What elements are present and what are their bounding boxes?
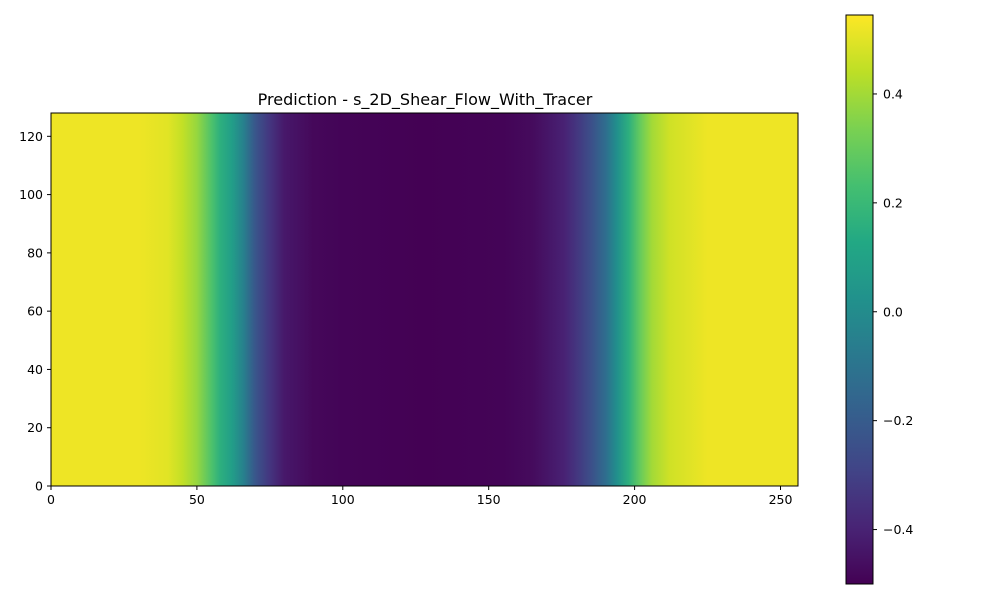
y-tick-label: 120 <box>19 129 43 144</box>
x-tick-label: 100 <box>331 492 355 507</box>
y-tick-label: 20 <box>27 420 43 435</box>
x-tick-label: 200 <box>623 492 647 507</box>
colorbar-frame <box>845 14 874 585</box>
x-tick-label: 150 <box>477 492 501 507</box>
y-tick-label: 80 <box>27 245 43 260</box>
colorbar-axis: −0.4 −0.2 0.0 0.2 0.4 <box>873 86 913 537</box>
heatmap-plot-area <box>50 112 799 487</box>
x-axis: 0 50 100 150 200 250 <box>47 486 792 507</box>
x-tick-label: 250 <box>769 492 793 507</box>
y-tick-label: 100 <box>19 187 43 202</box>
colorbar-gradient <box>846 15 873 584</box>
chart-title: Prediction - s_2D_Shear_Flow_With_Tracer <box>258 90 593 110</box>
y-tick-label: 60 <box>27 304 43 319</box>
x-tick-label: 50 <box>189 492 205 507</box>
plot-frame <box>50 112 799 487</box>
colorbar-tick-label: 0.4 <box>883 86 903 101</box>
colorbar-tick-label: −0.4 <box>883 522 913 537</box>
y-tick-label: 0 <box>35 479 43 494</box>
y-tick-label: 40 <box>27 362 43 377</box>
colorbar-tick-label: 0.0 <box>883 304 903 319</box>
colorbar-tick-label: 0.2 <box>883 195 903 210</box>
x-tick-label: 0 <box>47 492 55 507</box>
heatmap-image <box>51 113 798 486</box>
colorbar: −0.4 −0.2 0.0 0.2 0.4 <box>845 14 913 585</box>
y-axis: 0 20 40 60 80 100 120 <box>19 129 51 494</box>
colorbar-tick-label: −0.2 <box>883 413 913 428</box>
